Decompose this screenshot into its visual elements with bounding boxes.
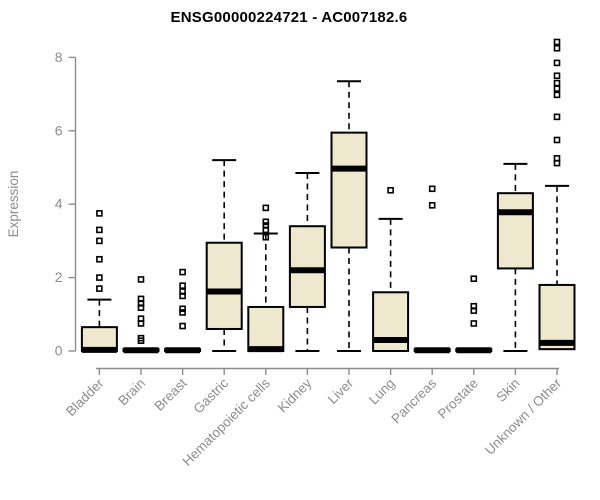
outlier-point bbox=[262, 233, 270, 241]
outlier-point bbox=[553, 72, 561, 80]
outlier-point bbox=[470, 275, 478, 283]
outlier-point bbox=[96, 274, 103, 281]
outlier-point bbox=[553, 113, 561, 121]
x-category-label: Brain bbox=[115, 376, 148, 409]
x-category-label: Kidney bbox=[275, 375, 315, 415]
y-tick-label: 2 bbox=[55, 269, 63, 285]
y-axis-title: Expression bbox=[6, 170, 21, 238]
box-rect bbox=[538, 283, 576, 351]
x-category-label: Liver bbox=[325, 375, 357, 407]
outlier-point bbox=[428, 185, 436, 193]
outlier-point bbox=[553, 136, 561, 144]
outlier-point bbox=[179, 282, 186, 289]
outlier-point bbox=[179, 305, 186, 313]
outlier-point bbox=[179, 322, 186, 330]
outlier-point bbox=[96, 237, 103, 245]
outlier-point bbox=[553, 85, 561, 92]
box-rect bbox=[288, 225, 326, 308]
outlier-point bbox=[262, 204, 270, 212]
box-rect bbox=[247, 305, 285, 352]
outlier-point bbox=[553, 155, 561, 162]
x-category-label: Pancreas bbox=[388, 375, 439, 426]
outlier-point bbox=[179, 309, 186, 316]
outlier-point bbox=[262, 222, 270, 229]
outlier-point bbox=[96, 255, 103, 263]
outlier-point bbox=[553, 59, 561, 67]
outlier-point bbox=[387, 186, 394, 194]
outlier-point bbox=[553, 91, 561, 99]
outlier-point bbox=[553, 44, 561, 52]
x-category-label: Skin bbox=[493, 376, 522, 405]
box-rect bbox=[496, 192, 534, 270]
y-tick-label: 8 bbox=[55, 49, 63, 65]
x-category-label: Unknown / Other bbox=[482, 375, 565, 458]
outlier-point bbox=[470, 320, 478, 327]
x-category-label: Bladder bbox=[63, 375, 107, 419]
box-rect bbox=[330, 131, 368, 249]
outlier-point bbox=[137, 334, 145, 342]
outlier-point bbox=[428, 202, 436, 209]
x-category-label: Lung bbox=[366, 376, 398, 408]
outlier-point bbox=[179, 288, 186, 295]
x-category-label: Prostate bbox=[435, 376, 481, 422]
y-tick-label: 6 bbox=[55, 122, 63, 138]
outlier-point bbox=[96, 285, 103, 292]
outlier-point bbox=[262, 218, 270, 226]
y-tick-label: 4 bbox=[55, 196, 63, 212]
x-category-label: Breast bbox=[152, 375, 190, 413]
outlier-point bbox=[553, 79, 561, 87]
outlier-point bbox=[179, 268, 186, 276]
outlier-point bbox=[96, 210, 103, 217]
outlier-point bbox=[553, 38, 561, 46]
outlier-point bbox=[96, 226, 103, 234]
outlier-point bbox=[470, 302, 478, 310]
outlier-point bbox=[137, 295, 145, 303]
outlier-point bbox=[137, 276, 145, 283]
chart-title: ENSG00000224721 - AC007182.6 bbox=[170, 9, 408, 26]
x-category-label: Gastric bbox=[190, 375, 231, 416]
outlier-point bbox=[137, 315, 145, 323]
box-rect bbox=[205, 241, 243, 330]
y-tick-label: 0 bbox=[55, 343, 63, 359]
